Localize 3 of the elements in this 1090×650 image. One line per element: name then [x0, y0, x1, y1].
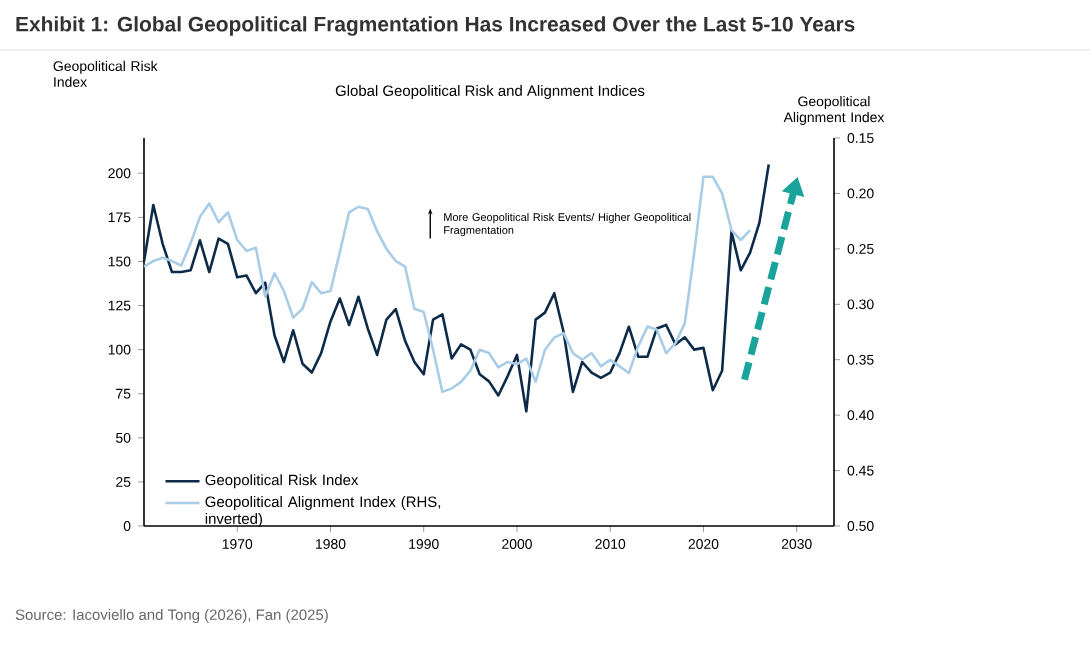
line-series — [142, 163, 771, 413]
chart-title: Exhibit 1: Global Geopolitical Fragmentation Has Increased Over the Last 5-10 Years — [16, 16, 855, 36]
line-series — [142, 175, 752, 394]
